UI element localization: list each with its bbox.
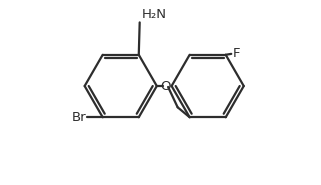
Text: Br: Br: [71, 111, 86, 124]
Text: H₂N: H₂N: [142, 9, 167, 21]
Text: O: O: [160, 80, 171, 92]
Text: F: F: [232, 47, 240, 60]
